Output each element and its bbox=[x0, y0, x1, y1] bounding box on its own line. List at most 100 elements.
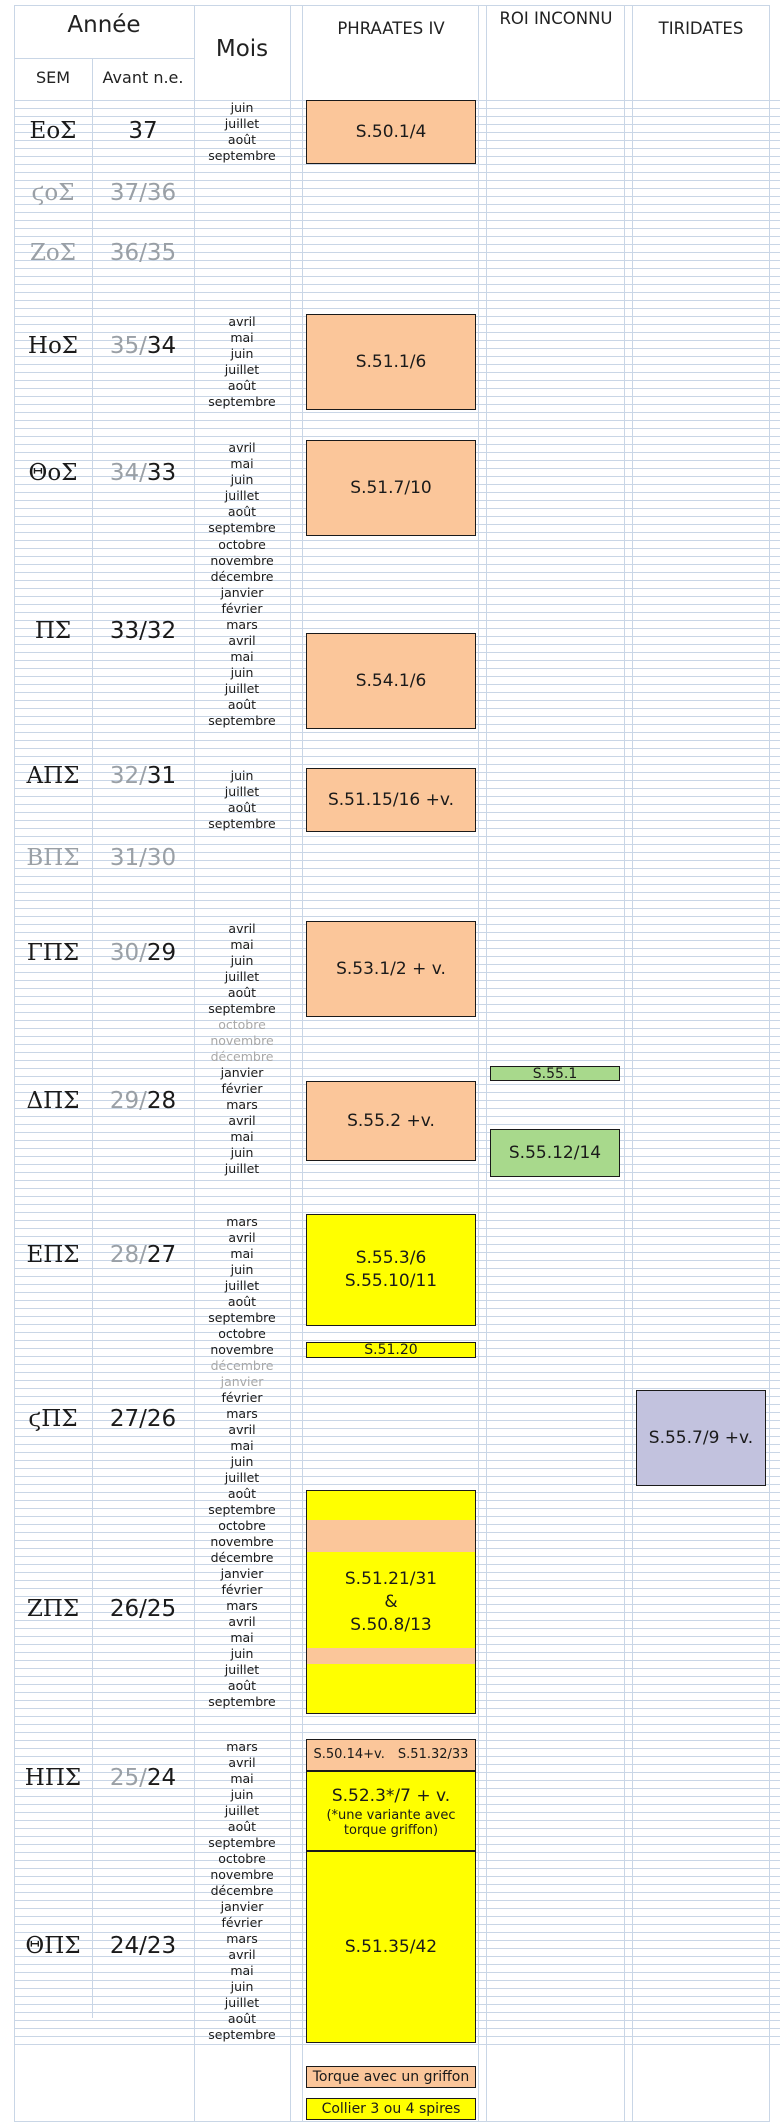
month-label: juin bbox=[230, 100, 254, 115]
month-label: juillet bbox=[224, 1803, 260, 1818]
month-label: novembre bbox=[210, 553, 274, 568]
month-label: février bbox=[221, 1390, 263, 1405]
issue-box: S.55.2 +v. bbox=[306, 1081, 476, 1161]
grid-line bbox=[14, 428, 780, 429]
month-label: avril bbox=[228, 921, 256, 936]
month-label: septembre bbox=[208, 394, 276, 409]
month-label: mars bbox=[226, 1097, 258, 1112]
month-label: septembre bbox=[208, 2027, 276, 2042]
grid-line bbox=[14, 420, 780, 421]
grid-line bbox=[769, 5, 770, 2122]
header-phraates-iv: PHRAATES IV bbox=[337, 19, 445, 38]
month-label: juillet bbox=[224, 362, 260, 377]
torque-band bbox=[307, 1648, 475, 1664]
grid-line bbox=[14, 260, 780, 261]
grid-line bbox=[14, 436, 780, 437]
month-label: juin bbox=[230, 346, 254, 361]
month-label: janvier bbox=[220, 1374, 264, 1389]
sem-year: ϛοΣ bbox=[31, 180, 75, 206]
torque-band bbox=[307, 1520, 475, 1552]
grid-line bbox=[14, 1164, 780, 1165]
grid-line bbox=[14, 604, 780, 605]
month-label: mai bbox=[230, 1129, 254, 1144]
grid-line bbox=[14, 1372, 780, 1373]
sem-year: ΘΠΣ bbox=[25, 1933, 81, 1959]
grid-line bbox=[194, 5, 195, 2122]
month-label: juillet bbox=[224, 1161, 260, 1176]
grid-line bbox=[14, 1044, 780, 1045]
grid-line bbox=[92, 58, 93, 2018]
month-label: juillet bbox=[224, 1470, 260, 1485]
sem-year: ΗοΣ bbox=[27, 333, 79, 359]
month-label: septembre bbox=[208, 1694, 276, 1709]
month-label: juin bbox=[230, 1646, 254, 1661]
grid-line bbox=[14, 268, 780, 269]
month-label: mai bbox=[230, 1771, 254, 1786]
month-label: décembre bbox=[210, 1883, 274, 1898]
month-label: avril bbox=[228, 1230, 256, 1245]
month-label: juillet bbox=[224, 116, 260, 131]
issue-box: S.53.1/2 + v. bbox=[306, 921, 476, 1017]
grid-line bbox=[14, 1036, 780, 1037]
grid-line bbox=[14, 236, 780, 237]
grid-line bbox=[14, 612, 780, 613]
month-label: juillet bbox=[224, 1278, 260, 1293]
grid-line bbox=[14, 188, 780, 189]
legend-collier: Collier 3 ou 4 spires bbox=[306, 2098, 476, 2120]
sem-year: ΗΠΣ bbox=[24, 1765, 82, 1791]
grid-line bbox=[14, 1716, 780, 1717]
grid-line bbox=[14, 5, 770, 6]
header-months: Mois bbox=[215, 36, 269, 62]
month-label: juin bbox=[230, 1145, 254, 1160]
issue-box: S.52.3*/7 + v. (*une variante avec torqu… bbox=[306, 1771, 476, 1851]
month-label: septembre bbox=[208, 713, 276, 728]
sem-year: ΑΠΣ bbox=[26, 763, 80, 789]
month-label: août bbox=[227, 800, 257, 815]
grid-line bbox=[478, 5, 479, 2122]
grid-line bbox=[14, 1196, 780, 1197]
month-label: août bbox=[227, 1294, 257, 1309]
grid-line bbox=[14, 1340, 780, 1341]
month-label: juillet bbox=[224, 488, 260, 503]
grid-line bbox=[14, 580, 780, 581]
grid-line bbox=[14, 172, 780, 173]
header-year: Année bbox=[67, 12, 141, 38]
grid-line bbox=[14, 220, 780, 221]
grid-line bbox=[14, 252, 780, 253]
grid-line bbox=[14, 1452, 780, 1453]
issue-box: S.51.1/6 bbox=[306, 314, 476, 410]
month-label: septembre bbox=[208, 816, 276, 831]
month-label: novembre bbox=[210, 1342, 274, 1357]
month-label: mai bbox=[230, 937, 254, 952]
month-label: août bbox=[227, 132, 257, 147]
grid-line bbox=[14, 836, 780, 837]
month-label: octobre bbox=[218, 1518, 266, 1533]
month-label: août bbox=[227, 2011, 257, 2026]
bc-year: 24/23 bbox=[109, 1933, 177, 1959]
grid-line bbox=[14, 1732, 780, 1733]
grid-line bbox=[14, 292, 780, 293]
month-label: décembre bbox=[210, 1049, 274, 1064]
grid-line bbox=[14, 732, 780, 733]
grid-line bbox=[14, 244, 780, 245]
month-label: août bbox=[227, 1486, 257, 1501]
grid-line bbox=[14, 572, 780, 573]
grid-line bbox=[486, 5, 487, 2122]
grid-line bbox=[14, 1188, 780, 1189]
month-label: décembre bbox=[210, 1358, 274, 1373]
month-label: juin bbox=[230, 472, 254, 487]
grid-line bbox=[14, 564, 780, 565]
grid-line bbox=[14, 2121, 770, 2122]
sem-year: ΕοΣ bbox=[29, 118, 77, 144]
grid-line bbox=[14, 1484, 780, 1485]
bc-year: 26/25 bbox=[109, 1596, 177, 1622]
month-label: août bbox=[227, 378, 257, 393]
grid-line bbox=[14, 308, 780, 309]
sem-year: ϛΠΣ bbox=[28, 1406, 78, 1432]
month-label: février bbox=[221, 1081, 263, 1096]
grid-line bbox=[14, 884, 780, 885]
month-label: octobre bbox=[218, 1326, 266, 1341]
month-label: décembre bbox=[210, 1550, 274, 1565]
month-label: avril bbox=[228, 1422, 256, 1437]
month-label: juin bbox=[230, 1787, 254, 1802]
